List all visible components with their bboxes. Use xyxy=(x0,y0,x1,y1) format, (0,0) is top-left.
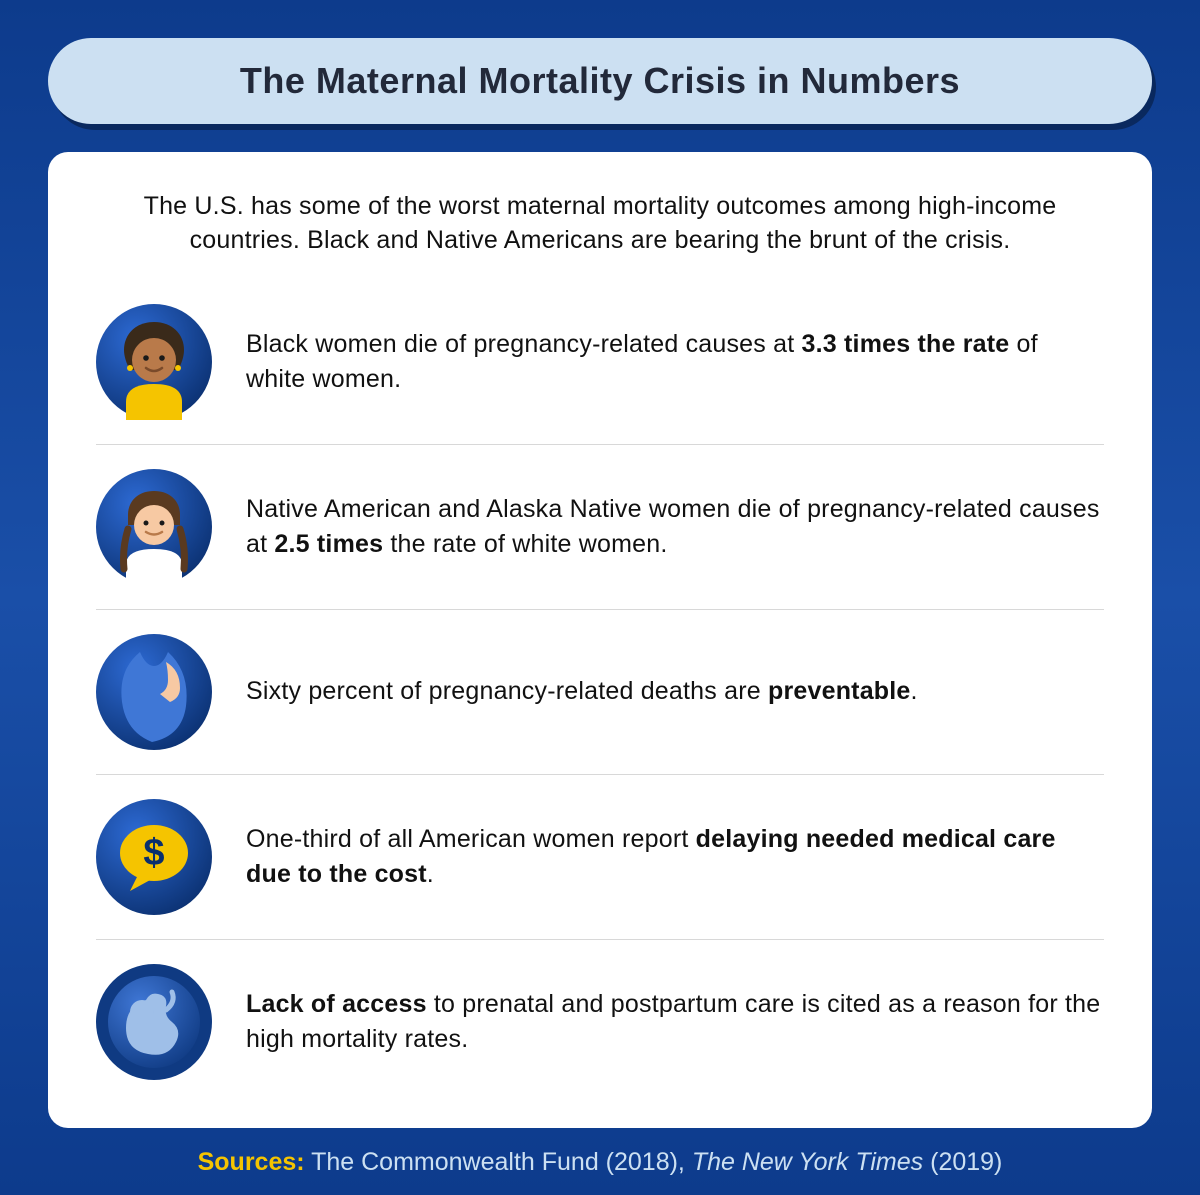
fact-bold: preventable xyxy=(768,677,911,705)
svg-text:$: $ xyxy=(143,832,164,874)
sources-italic: The New York Times xyxy=(692,1148,923,1176)
native-woman-avatar-icon xyxy=(96,469,212,585)
fact-bold: Lack of access xyxy=(246,990,427,1018)
fact-row: Lack of access to prenatal and postpartu… xyxy=(96,940,1104,1104)
fact-row: Black women die of pregnancy-related cau… xyxy=(96,280,1104,445)
fact-pre: Sixty percent of pregnancy-related death… xyxy=(246,677,768,705)
fact-text: Lack of access to prenatal and postpartu… xyxy=(246,987,1104,1057)
fact-text: Sixty percent of pregnancy-related death… xyxy=(246,674,918,709)
fact-text: One-third of all American women report d… xyxy=(246,822,1104,892)
fact-pre: Black women die of pregnancy-related cau… xyxy=(246,330,802,358)
sources-text-1: The Commonwealth Fund (2018), xyxy=(305,1148,692,1176)
fact-row: Native American and Alaska Native women … xyxy=(96,445,1104,610)
fact-post: . xyxy=(427,860,434,888)
sources-text-2: (2019) xyxy=(923,1148,1002,1176)
fact-row: $ One-third of all American women report… xyxy=(96,775,1104,940)
fact-text: Black women die of pregnancy-related cau… xyxy=(246,327,1104,397)
fact-bold: 3.3 times the rate xyxy=(802,330,1010,358)
pregnant-woman-icon xyxy=(96,634,212,750)
fact-text: Native American and Alaska Native women … xyxy=(246,492,1104,562)
fetus-icon xyxy=(96,964,212,1080)
fact-pre: One-third of all American women report xyxy=(246,825,696,853)
title-pill: The Maternal Mortality Crisis in Numbers xyxy=(48,38,1152,124)
fact-post: . xyxy=(911,677,918,705)
sources-line: Sources: The Commonwealth Fund (2018), T… xyxy=(198,1148,1003,1177)
fact-row: Sixty percent of pregnancy-related death… xyxy=(96,610,1104,775)
fact-bold: 2.5 times xyxy=(274,530,383,558)
intro-text: The U.S. has some of the worst maternal … xyxy=(96,190,1104,258)
fact-post: the rate of white women. xyxy=(383,530,667,558)
page-title: The Maternal Mortality Crisis in Numbers xyxy=(108,60,1092,102)
sources-label: Sources: xyxy=(198,1148,305,1176)
black-woman-avatar-icon xyxy=(96,304,212,420)
dollar-speech-icon: $ xyxy=(96,799,212,915)
content-card: The U.S. has some of the worst maternal … xyxy=(48,152,1152,1128)
